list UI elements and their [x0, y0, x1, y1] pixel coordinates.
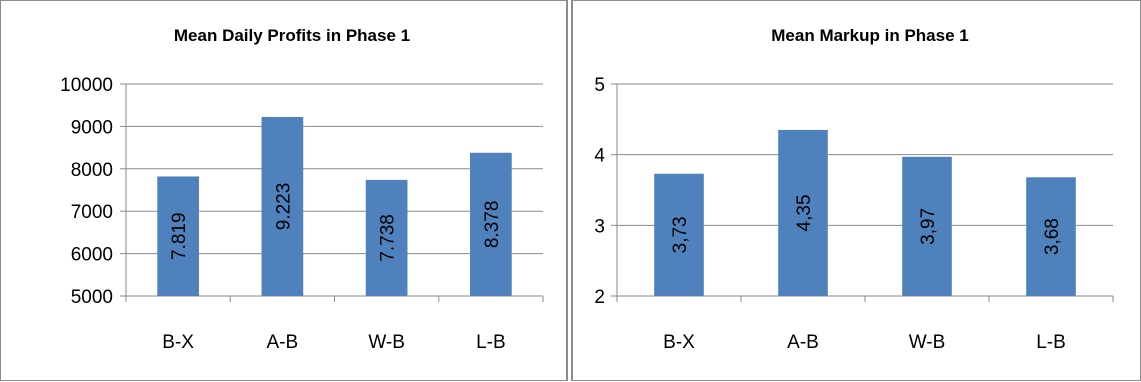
data-label: 3,97 — [918, 208, 939, 245]
y-tick-label: 9000 — [71, 117, 113, 138]
y-tick-label: 4 — [594, 146, 605, 167]
y-tick-label: 3 — [594, 216, 605, 237]
y-tick-label: 8000 — [71, 160, 113, 181]
chart-title: Mean Daily Profits in Phase 1 — [174, 26, 410, 45]
data-label: 4,35 — [794, 194, 815, 231]
panel-divider — [567, 0, 572, 381]
x-tick-label: L-B — [1036, 332, 1066, 353]
bar — [261, 116, 304, 297]
bar — [654, 173, 704, 296]
data-label: 3,73 — [670, 216, 691, 253]
x-tick-label: B-X — [162, 332, 194, 353]
chart-title: Mean Markup in Phase 1 — [771, 26, 968, 45]
bar — [778, 129, 828, 296]
x-tick-label: A-B — [267, 332, 299, 353]
profits-chart: Mean Daily Profits in Phase 1 5000 6000 70… — [60, 26, 544, 353]
data-label: 7.819 — [169, 212, 190, 260]
data-label: 8.378 — [482, 201, 503, 249]
bar — [365, 179, 408, 296]
bar — [1026, 177, 1076, 296]
bar — [902, 156, 952, 296]
data-label: 9.223 — [273, 183, 294, 231]
data-label: 7.738 — [378, 214, 399, 262]
x-tick-label: L-B — [476, 332, 506, 353]
x-tick-label: B-X — [663, 332, 695, 353]
y-tick-label: 7000 — [71, 202, 113, 223]
bar — [157, 176, 199, 296]
bar — [470, 152, 512, 296]
x-tick-label: W-B — [368, 332, 405, 353]
x-tick-label: A-B — [787, 332, 819, 353]
markup-chart: Mean Markup in Phase 1 2 3 4 5 3,73 B-X 4,35 A-… — [594, 26, 1114, 353]
data-label: 3,68 — [1042, 218, 1063, 255]
y-tick-label: 6000 — [71, 245, 113, 266]
y-tick-label: 5000 — [71, 287, 113, 308]
chart-panel-profits: Mean Daily Profits in Phase 1 5000 6000 70… — [0, 0, 567, 381]
y-tick-label: 10000 — [60, 75, 113, 96]
chart-panel-markup: Mean Markup in Phase 1 2 3 4 5 3,73 B-X 4,35 A-… — [572, 0, 1141, 381]
x-tick-label: W-B — [909, 332, 946, 353]
y-tick-label: 2 — [594, 287, 605, 308]
y-tick-label: 5 — [594, 75, 605, 96]
